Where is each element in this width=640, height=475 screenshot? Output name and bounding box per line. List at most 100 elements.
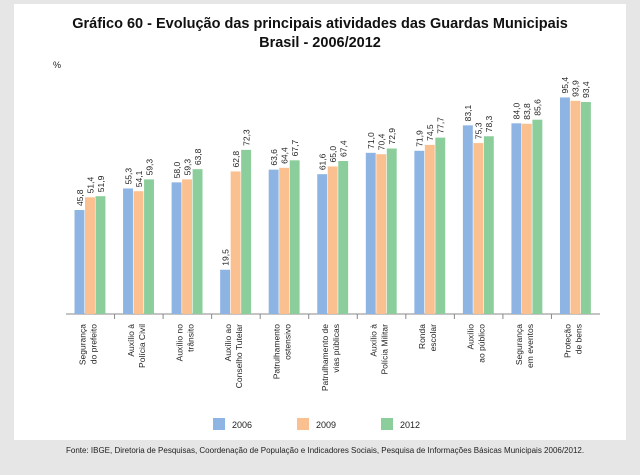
category-label: Proteção [563, 324, 573, 358]
bar-2006 [123, 188, 133, 314]
bar-2006 [74, 210, 85, 314]
bar-2012 [289, 160, 300, 314]
data-label: 93,4 [581, 81, 591, 98]
bar-2009 [376, 154, 387, 314]
data-label: 72,3 [241, 129, 251, 146]
bar-2009 [327, 166, 338, 314]
data-label: 61,6 [318, 153, 328, 170]
bar-2012 [192, 169, 203, 314]
y-axis-label: % [53, 60, 61, 70]
bar-2006 [414, 150, 425, 314]
data-label: 51,9 [96, 175, 106, 192]
category-label: Auxílio [466, 324, 476, 350]
category-label: vias públicas [331, 324, 341, 373]
bar-2006 [365, 152, 376, 314]
legend-label: 2006 [232, 420, 252, 430]
data-label: 59,3 [144, 159, 154, 176]
legend-swatch-2009 [297, 418, 309, 430]
legend-swatch-2012 [381, 418, 393, 430]
category-label: trânsito [185, 324, 195, 352]
bar-2012 [338, 161, 349, 314]
data-label: 55,3 [123, 168, 133, 185]
data-label: 67,7 [290, 140, 300, 157]
data-label: 83,1 [463, 105, 473, 122]
bar-2012 [386, 148, 397, 314]
data-label: 78,3 [484, 115, 494, 132]
category-label: em eventos [525, 324, 535, 368]
bar-2006 [462, 125, 473, 314]
data-label: 19,5 [220, 249, 230, 266]
data-label: 75,3 [474, 122, 484, 139]
data-label: 63,8 [193, 148, 203, 165]
category-label: Conselho Tutelar [234, 324, 244, 388]
data-label: 62,8 [231, 151, 241, 168]
category-label: Ronda [417, 324, 427, 349]
bar-2009 [182, 179, 193, 314]
legend-label: 2012 [400, 420, 420, 430]
bar-2012 [532, 119, 543, 314]
bar-2012 [241, 149, 252, 314]
bar-2009 [85, 197, 95, 314]
source-note: Fonte: IBGE, Diretoria de Pesquisas, Coo… [66, 446, 585, 455]
data-label: 83,8 [522, 103, 532, 120]
category-label: Patrulhamento [271, 324, 281, 380]
data-label: 54,1 [134, 170, 144, 187]
category-label: Auxílio no [174, 324, 184, 362]
data-label: 85,6 [533, 99, 543, 116]
bar-2009 [570, 100, 581, 314]
bar-2006 [220, 269, 231, 314]
legend-label: 2009 [316, 420, 336, 430]
category-label: Polícia Civil [137, 324, 147, 368]
data-label: 58,0 [172, 162, 182, 179]
bar-2006 [317, 174, 328, 314]
category-label: ao público [477, 324, 487, 363]
bar-2006 [171, 182, 182, 314]
bar-2012 [435, 137, 446, 314]
data-label: 51,4 [85, 177, 95, 194]
bar-2006 [559, 97, 570, 314]
category-label: Polícia Militar [380, 324, 390, 375]
bar-2012 [95, 196, 106, 314]
data-label: 74,5 [425, 124, 435, 141]
bar-2006 [268, 169, 279, 314]
bar-2009 [230, 171, 241, 314]
category-label: Segurança [514, 324, 524, 365]
data-label: 63,6 [269, 149, 279, 166]
category-label: escolar [428, 324, 438, 352]
bar-2009 [279, 167, 290, 314]
data-label: 93,9 [571, 80, 581, 97]
data-label: 72,9 [387, 128, 397, 145]
bar-2009 [473, 143, 484, 314]
chart-subtitle: Brasil - 2006/2012 [259, 35, 381, 51]
bar-2009 [424, 144, 435, 314]
category-label: de bens [574, 324, 584, 354]
bar-2012 [483, 136, 494, 314]
category-label: Segurança [77, 324, 87, 365]
bar-2012 [144, 179, 154, 314]
data-label: 64,4 [279, 147, 289, 164]
data-label: 70,4 [377, 133, 387, 150]
category-label: Patrulhamento de [320, 324, 330, 391]
data-label: 71,9 [415, 130, 425, 147]
data-label: 77,7 [436, 117, 446, 134]
data-label: 59,3 [182, 159, 192, 176]
chart-title: Gráfico 60 - Evolução das principais ati… [72, 16, 568, 32]
data-label: 67,4 [339, 140, 349, 157]
bar-2009 [133, 191, 144, 314]
data-label: 65,0 [328, 146, 338, 163]
category-label: do prefeito [88, 324, 98, 364]
category-label: ostensivo [282, 324, 292, 360]
data-label: 84,0 [512, 103, 522, 120]
data-label: 95,4 [560, 77, 570, 94]
bar-2006 [511, 123, 522, 314]
category-label: Auxílio à [369, 324, 379, 357]
bar-2009 [521, 123, 532, 314]
data-label: 71,0 [366, 132, 376, 149]
bar-2012 [580, 101, 591, 315]
data-label: 45,8 [75, 189, 85, 206]
category-label: Auxílio à [126, 324, 136, 357]
legend-swatch-2006 [213, 418, 225, 430]
category-label: Auxílio ao [223, 324, 233, 362]
